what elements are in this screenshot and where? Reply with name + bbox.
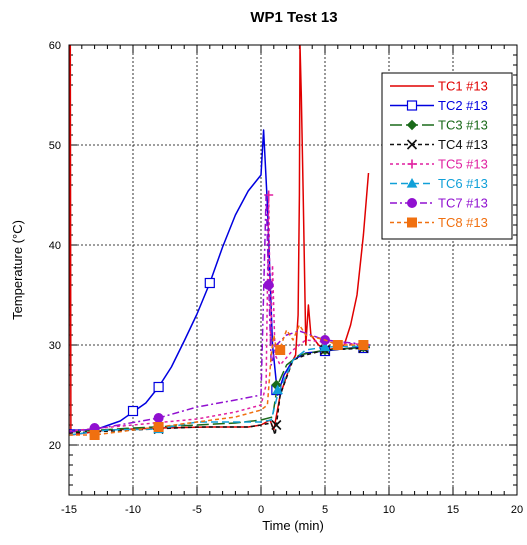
legend-marker [407, 159, 417, 169]
data-point-marker [319, 341, 331, 352]
legend-box [381, 72, 513, 240]
data-point-marker [332, 340, 343, 350]
legend-entry: TC1 #13 [390, 79, 488, 94]
x-axis-label: Time (min) [262, 518, 324, 533]
data-point-marker [272, 384, 283, 395]
data-point-marker [127, 405, 139, 417]
y-tick-label: 30 [49, 340, 61, 352]
y-tick-label: 50 [49, 140, 61, 152]
legend-label: TC4 #13 [438, 137, 488, 152]
legend-entry: TC5 #13 [390, 157, 488, 172]
legend-marker [406, 119, 418, 131]
data-point-marker [271, 419, 282, 431]
series-8 [69, 324, 370, 440]
data-point-marker [89, 430, 100, 440]
legend-label: TC8 #13 [438, 215, 488, 230]
legend-entry: TC8 #13 [390, 215, 488, 230]
series-line [69, 45, 370, 436]
legend-label: TC7 #13 [438, 196, 488, 211]
legend-entry: TC2 #13 [390, 98, 488, 113]
legend-marker [407, 198, 417, 208]
x-tick-label: -15 [61, 504, 77, 516]
series-3 [69, 341, 370, 436]
series-line [69, 345, 370, 436]
series-line [69, 347, 370, 436]
legend-marker [406, 139, 418, 150]
legend-label: TC1 #13 [438, 79, 488, 94]
series-line [69, 346, 370, 433]
data-point-marker [153, 422, 164, 432]
chart-title: WP1 Test 13 [250, 9, 337, 26]
y-tick-label: 20 [49, 440, 61, 452]
legend-entry: TC6 #13 [390, 176, 488, 191]
legend-marker [406, 177, 418, 188]
x-tick-label: -5 [192, 504, 202, 516]
x-tick-label: 10 [383, 504, 395, 516]
legend-marker [407, 217, 417, 228]
y-axis-label: Temperature (°C) [10, 220, 25, 320]
x-tick-label: 5 [322, 504, 328, 516]
y-tick-label: 40 [49, 240, 61, 252]
legend-entry: TC3 #13 [390, 118, 488, 133]
x-tick-label: 20 [511, 504, 523, 516]
data-point-marker [275, 345, 286, 355]
legend-marker [406, 100, 418, 111]
data-point-marker [153, 381, 164, 393]
legend-label: TC5 #13 [438, 157, 488, 172]
legend-label: TC6 #13 [438, 176, 488, 191]
legend-label: TC3 #13 [438, 118, 488, 133]
x-tick-label: -10 [125, 504, 141, 516]
data-point-marker [204, 277, 215, 289]
data-point-marker [153, 413, 164, 423]
y-tick-label: 60 [49, 40, 61, 52]
data-point-marker [358, 340, 369, 350]
legend-entry: TC7 #13 [390, 196, 488, 211]
data-point-marker [263, 280, 274, 290]
legend: TC1 #13 TC2 #13 TC3 #13 TC4 #13 TC5 #13 TC6 #… [381, 72, 513, 240]
x-tick-label: 0 [258, 504, 264, 516]
series-group [69, 45, 370, 440]
legend-label: TC2 #13 [438, 98, 488, 113]
plot-frame [68, 44, 518, 496]
x-tick-label: 15 [447, 504, 459, 516]
legend-entry: TC4 #13 [390, 137, 488, 152]
series-line [69, 194, 370, 433]
series-1 [69, 45, 370, 436]
